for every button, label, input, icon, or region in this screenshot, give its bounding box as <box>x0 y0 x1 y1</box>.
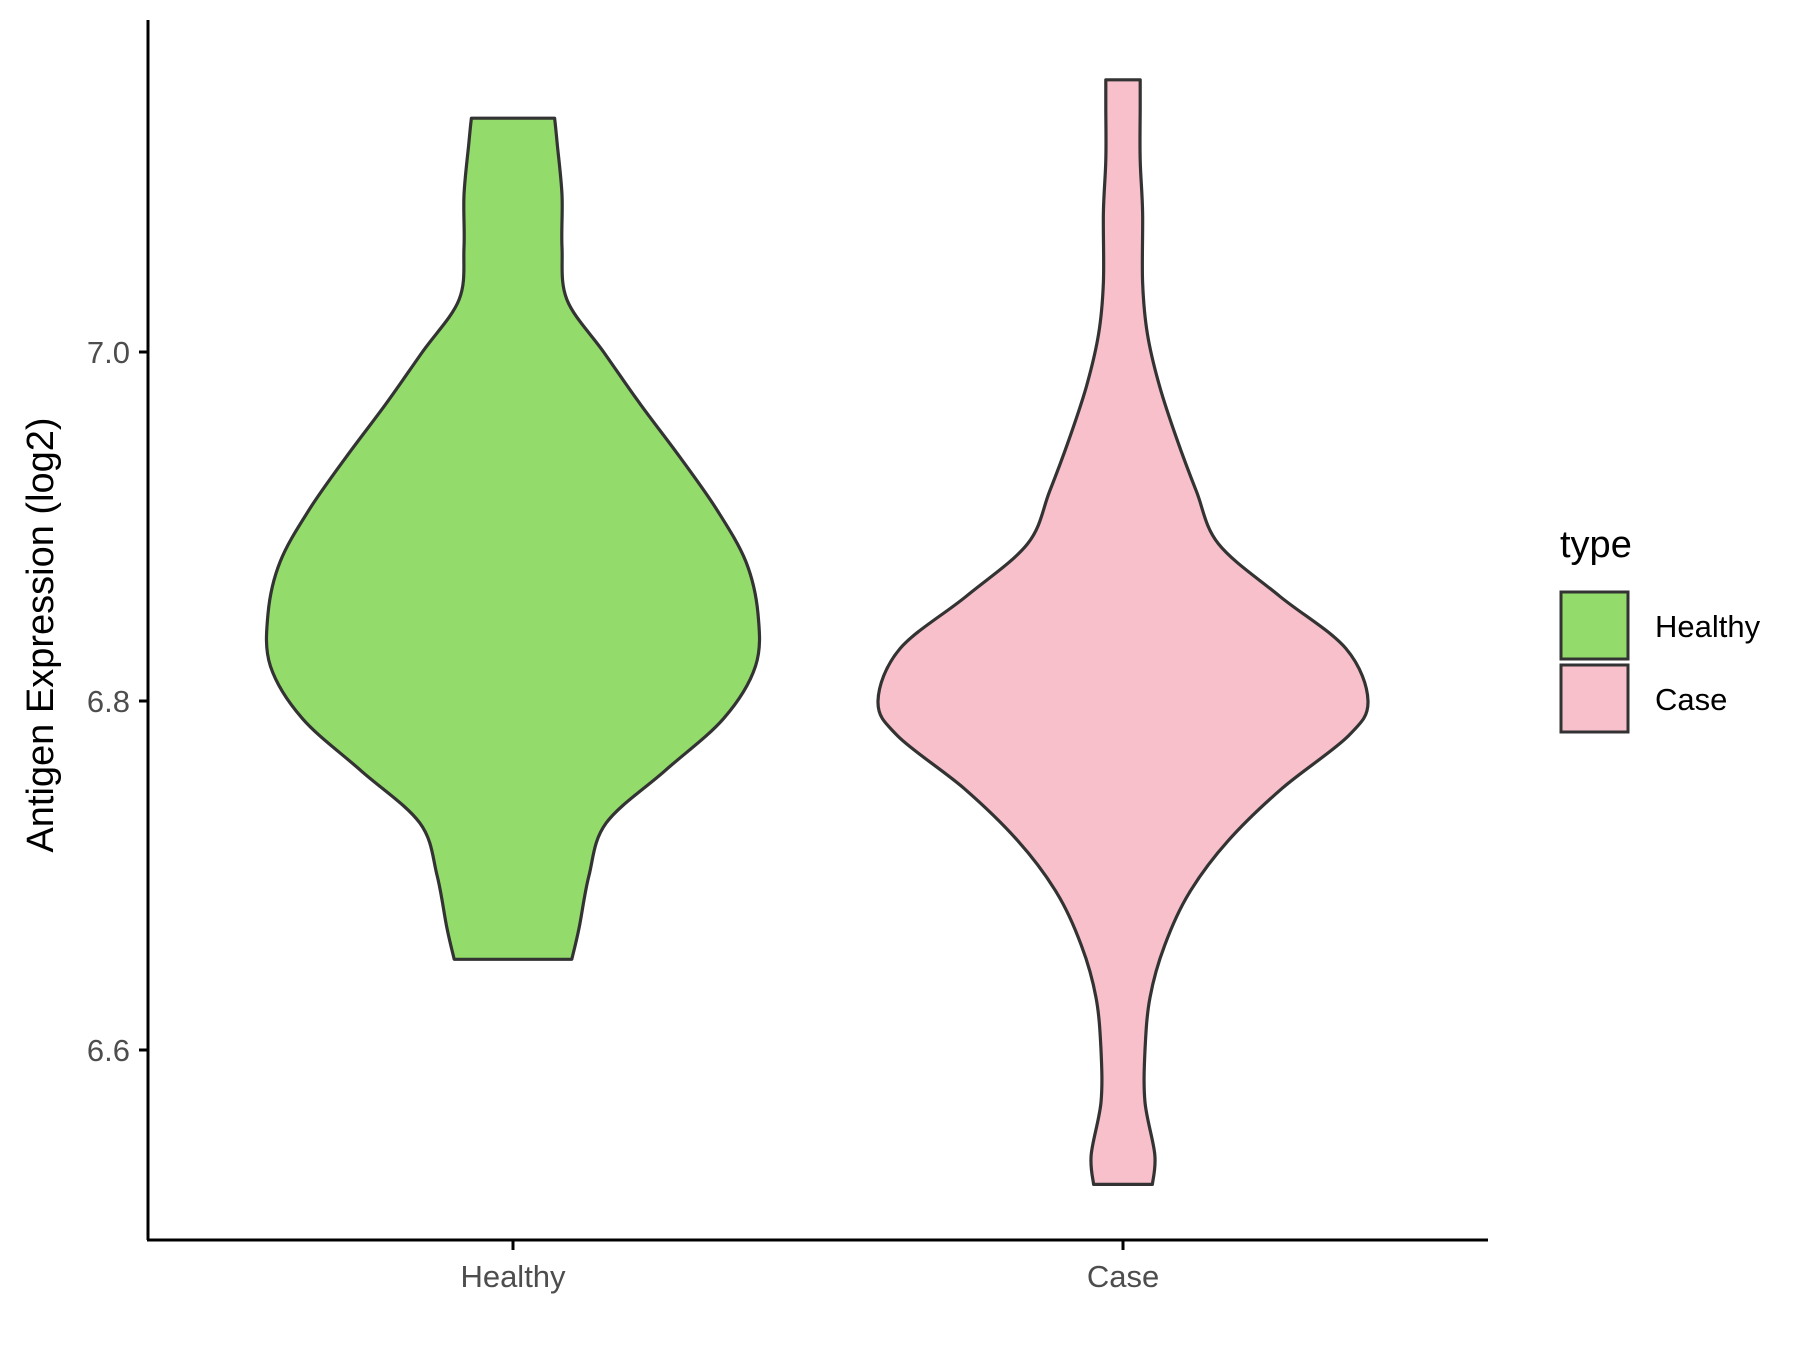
x-tick-label: Case <box>1087 1259 1159 1294</box>
y-tick-label: 6.8 <box>87 684 130 719</box>
legend-label-case: Case <box>1655 682 1727 717</box>
violin-case <box>876 78 1370 1186</box>
y-axis-title: Antigen Expression (log2) <box>20 417 62 852</box>
legend-key-case <box>1559 663 1630 734</box>
legend-title: type <box>1560 524 1632 566</box>
legend-label-healthy: Healthy <box>1655 609 1761 644</box>
y-axis: 6.6 6.8 7.0 <box>87 20 150 1240</box>
y-tick-label: 7.0 <box>87 335 130 370</box>
legend-key-healthy <box>1559 590 1630 661</box>
violin-layer <box>264 78 1370 1186</box>
y-tick-label: 6.6 <box>87 1033 130 1068</box>
x-tick-label: Healthy <box>460 1259 566 1294</box>
violin-healthy <box>264 116 762 961</box>
x-axis: Healthy Case <box>147 1238 1488 1294</box>
legend: type Healthy Case <box>1559 524 1761 734</box>
